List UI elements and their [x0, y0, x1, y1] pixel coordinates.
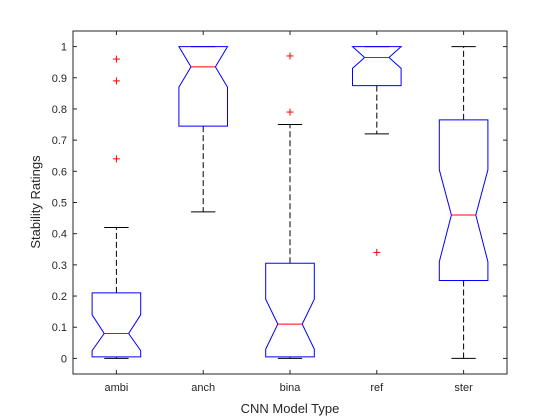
y-tick-label: 0.1: [52, 322, 67, 334]
y-tick-label: 0.8: [52, 104, 67, 116]
y-tick-label: 0.5: [52, 198, 67, 210]
ticks-layer: 0 0.1 0.2 0.3 0.4 0.5 0.6 0.7 0.8 0.9 1 ambi anch bin…: [52, 31, 507, 394]
outlier-marker: [373, 248, 381, 256]
x-tick-label-ambi: ambi: [104, 382, 128, 394]
y-tick-label: 1: [61, 42, 67, 54]
box-group-ambi: [91, 55, 142, 359]
notched-box: [178, 46, 229, 127]
outlier-marker: [112, 155, 120, 163]
outlier-marker: [112, 77, 120, 85]
x-tick-label-ster: ster: [454, 382, 473, 394]
x-tick-label-ref: ref: [370, 382, 384, 394]
y-tick-label: 0: [61, 353, 67, 365]
notched-box: [91, 292, 142, 358]
outlier-marker: [286, 52, 294, 60]
y-tick-label: 0.9: [52, 73, 67, 85]
box-group-anch: [178, 46, 229, 213]
box-group-bina: [265, 52, 315, 359]
box-group-ref: [351, 46, 403, 256]
notched-box: [351, 46, 403, 87]
y-tick-label: 0.3: [52, 260, 67, 272]
x-tick-label-anch: anch: [191, 382, 215, 394]
y-tick-label: 0.2: [52, 291, 67, 303]
y-tick-label: 0.6: [52, 166, 67, 178]
y-axis-label: Stability Ratings: [28, 155, 43, 249]
outlier-marker: [286, 108, 294, 116]
plot-frame: [72, 30, 508, 375]
x-axis-label: CNN Model Type: [241, 401, 340, 416]
notched-box: [265, 262, 315, 358]
outlier-marker: [112, 55, 120, 63]
y-tick-label: 0.7: [52, 135, 67, 147]
x-tick-label-bina: bina: [280, 382, 302, 394]
boxes-layer: [91, 46, 489, 359]
y-tick-label: 0.4: [52, 229, 67, 241]
notched-box: [438, 119, 489, 281]
box-group-ster: [438, 46, 489, 359]
